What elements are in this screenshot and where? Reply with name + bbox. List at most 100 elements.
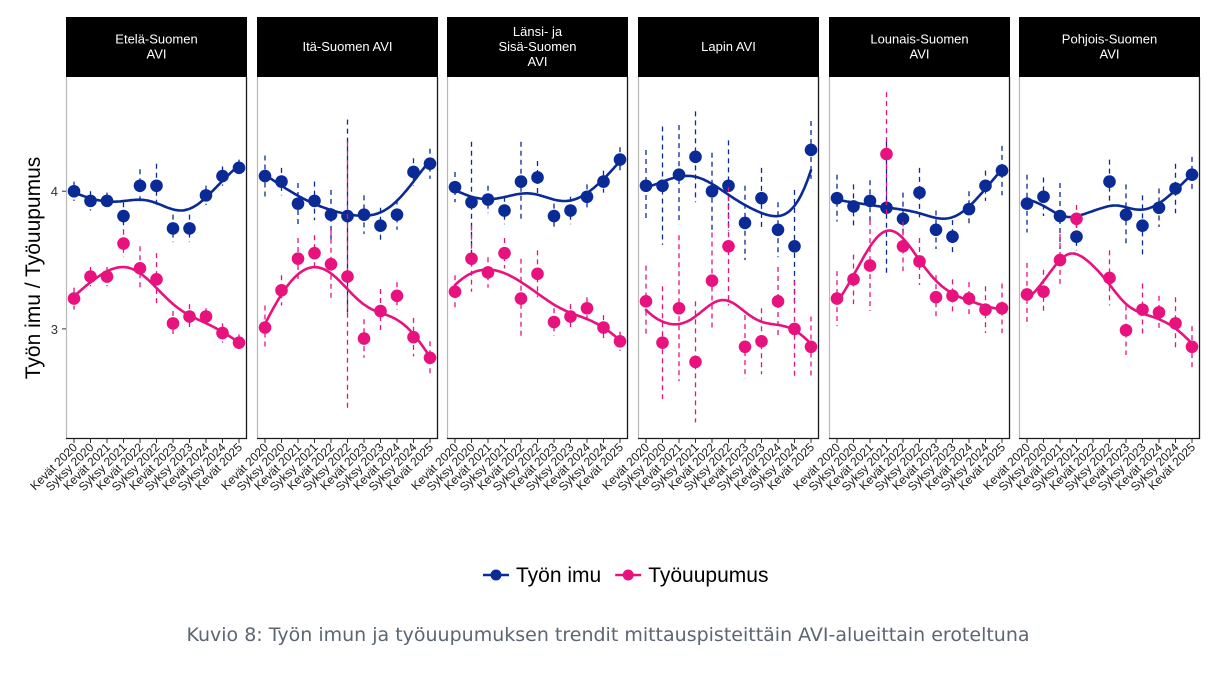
panel-strip [257,17,438,77]
series-tyon-imu [448,141,627,263]
data-point [1037,190,1050,204]
data-point [771,295,785,308]
data-point [738,216,752,230]
figure-caption: Kuvio 8: Työn imun ja työuupumuksen tren… [186,624,1030,646]
data-point [613,153,627,166]
data-point [514,292,528,305]
data-point [448,285,462,299]
data-point [755,334,768,348]
legend-dot-icon [490,569,502,581]
trend-line [263,265,432,359]
data-point [117,209,130,223]
data-point [1152,306,1166,319]
data-point [672,168,686,182]
data-point [1169,182,1182,195]
y-tick-label: 3 [51,322,58,337]
data-point [166,317,180,330]
data-point [357,332,371,345]
data-point [166,222,180,235]
data-point [580,190,594,204]
data-point [597,321,610,334]
data-point [995,301,1009,315]
data-point [216,326,229,340]
data-point [830,191,844,205]
series-tyouupumus [258,141,437,412]
data-point [597,175,610,188]
panel-title: AVI [910,47,930,62]
data-point [1070,212,1083,226]
data-point [291,197,305,210]
data-point [183,222,196,235]
data-point [324,257,338,271]
data-point [199,189,213,202]
data-point [133,262,147,275]
trend-line [644,298,813,346]
series-tyouupumus [639,187,818,423]
data-point [1136,219,1149,232]
data-point [771,223,785,237]
series-tyon-imu [67,159,246,243]
data-point [863,194,877,208]
panel-title: Itä-Suomen AVI [302,39,392,54]
data-point [1185,340,1199,354]
data-point [979,179,992,193]
data-point [705,184,719,198]
data-point [830,292,844,305]
data-point [755,191,768,205]
data-point [531,267,544,281]
data-point [514,175,528,188]
panel-strip [1019,17,1200,77]
data-point [407,165,420,179]
data-point [100,270,114,283]
data-point [689,150,702,164]
series-tyon-imu [830,141,1009,274]
data-point [564,204,577,217]
data-point [291,252,305,265]
trend-line [644,168,813,218]
data-point [1037,285,1050,299]
data-point [639,295,653,308]
data-point [117,237,130,250]
data-point [183,310,196,323]
data-point [547,315,561,329]
data-point [580,301,594,315]
data-point [1103,271,1116,285]
data-point [738,340,752,354]
series-tyon-imu [639,111,818,303]
panel-title: Lapin AVI [701,39,756,54]
data-point [672,301,686,315]
data-point [564,310,577,323]
data-point [1103,175,1116,188]
data-point [863,259,877,272]
data-point [1053,209,1067,223]
y-axis: 34 [51,184,66,337]
data-point [639,179,653,193]
panel-title: Lounais-Suomen [870,32,968,47]
data-point [498,246,511,260]
data-point [929,223,943,237]
legend-dot-icon [622,569,634,581]
series-tyouupumus [1020,205,1199,368]
data-point [481,266,495,279]
data-point [216,169,229,183]
data-point [84,194,97,208]
data-point [995,164,1009,177]
y-tick-label: 4 [51,184,58,199]
data-point [896,240,910,253]
panel-title: AVI [1100,47,1120,62]
data-point [232,161,246,175]
data-point [689,355,702,369]
data-point [929,290,943,304]
series-tyon-imu [258,119,437,313]
data-point [1119,323,1133,337]
data-point [962,202,976,216]
data-point [531,171,544,184]
data-point [1119,208,1133,221]
trend-line [1025,252,1194,345]
legend-item: Työuupumus [615,564,768,587]
data-point [448,180,462,194]
